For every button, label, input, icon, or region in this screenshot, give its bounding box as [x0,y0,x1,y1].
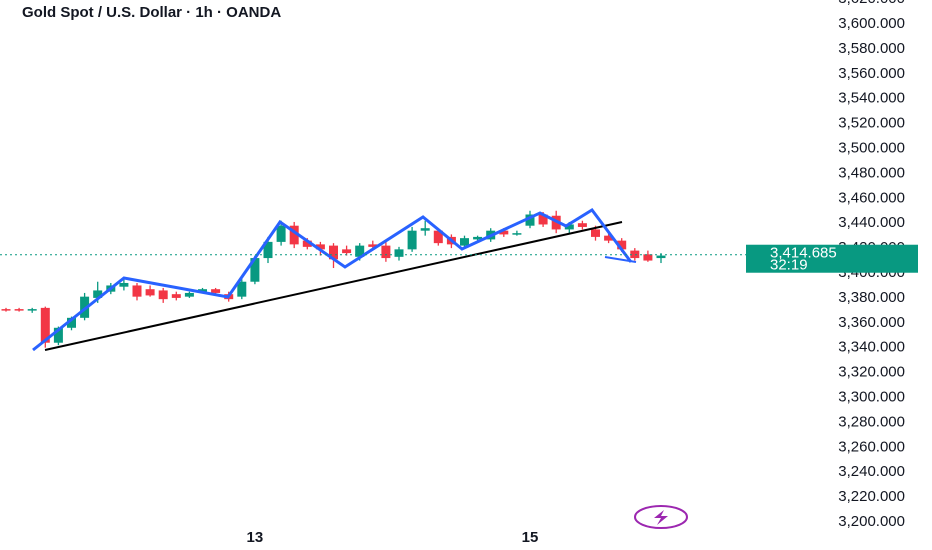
candle-body [433,230,443,244]
candle-body [211,289,221,293]
y-tick-label: 3,200.000 [838,513,905,530]
candle-body [158,290,168,300]
flash-icon[interactable] [634,505,688,529]
chart-title: Gold Spot / U.S. Dollar · 1h · OANDA [22,4,281,21]
candle-body [525,214,535,226]
plot [1,210,666,348]
trend-line [44,221,623,351]
candle-body [132,285,142,297]
price-label-box [746,244,918,273]
y-tick-label: 3,360.000 [838,314,905,331]
y-tick-label: 3,440.000 [838,214,905,231]
pattern-line [32,208,633,352]
candle-body [276,225,286,242]
y-tick-label: 3,340.000 [838,339,905,356]
candle-body [630,250,640,259]
y-tick-label: 3,380.000 [838,289,905,306]
x-tick-label: 15 [522,529,539,546]
y-tick-label: 3,520.000 [838,115,905,132]
candle-body [643,254,653,261]
candle-body [329,245,338,260]
candle-body [617,240,627,250]
y-tick-label: 3,260.000 [838,438,905,455]
candle-body [40,307,50,343]
y-tick-label: 3,460.000 [838,189,905,206]
candle-body [512,233,522,235]
candle-body [302,240,312,247]
y-tick-label: 3,300.000 [838,388,905,405]
y-tick-label: 3,500.000 [838,139,905,156]
candle-body [656,255,666,259]
icon [654,510,668,525]
candle-body [394,249,404,257]
candle-body [119,282,129,287]
candle-body [499,230,509,235]
candle-body [184,292,194,297]
candle-body [577,223,587,227]
candle-body [80,296,90,318]
candle-body [27,309,37,311]
y-tick-label: 3,600.000 [838,15,905,32]
candle-body [381,245,391,259]
x-tick-label: 13 [247,529,264,546]
candle-body [355,245,365,257]
candle-body [604,235,614,241]
candle-body [564,224,574,230]
candle-body [93,290,103,298]
countdown: 32:19 [770,257,808,274]
y-tick-label: 3,540.000 [838,90,905,107]
y-tick-label: 3,620.000 [838,0,905,7]
candle-body [171,294,181,298]
candle-body [198,289,207,292]
candle-body [237,281,247,297]
candle-body [460,238,469,246]
candle-body [591,229,600,237]
y-tick-label: 3,580.000 [838,40,905,57]
candle-body [53,327,63,343]
candle-body [289,225,299,245]
drawings [32,208,637,352]
candle-body [473,236,483,240]
y-tick-label: 3,240.000 [838,463,905,480]
y-tick-label: 3,220.000 [838,488,905,505]
y-tick-label: 3,320.000 [838,364,905,381]
candle-body [420,228,430,231]
pattern-line [604,256,637,263]
y-tick-label: 3,480.000 [838,164,905,181]
candle-body [14,309,24,311]
last-price-label: 3,414.685 [770,245,837,262]
candle-body [368,244,378,247]
candle-body [263,241,273,259]
candle-body [1,309,11,311]
candle-body [407,230,417,250]
y-tick-label: 3,280.000 [838,413,905,430]
candle-body [538,214,548,225]
candle-body [67,317,76,328]
candle-body [342,249,352,254]
candle-body [145,289,155,296]
y-tick-label: 3,560.000 [838,65,905,82]
candle-body [315,244,325,250]
candle-body [250,258,260,282]
